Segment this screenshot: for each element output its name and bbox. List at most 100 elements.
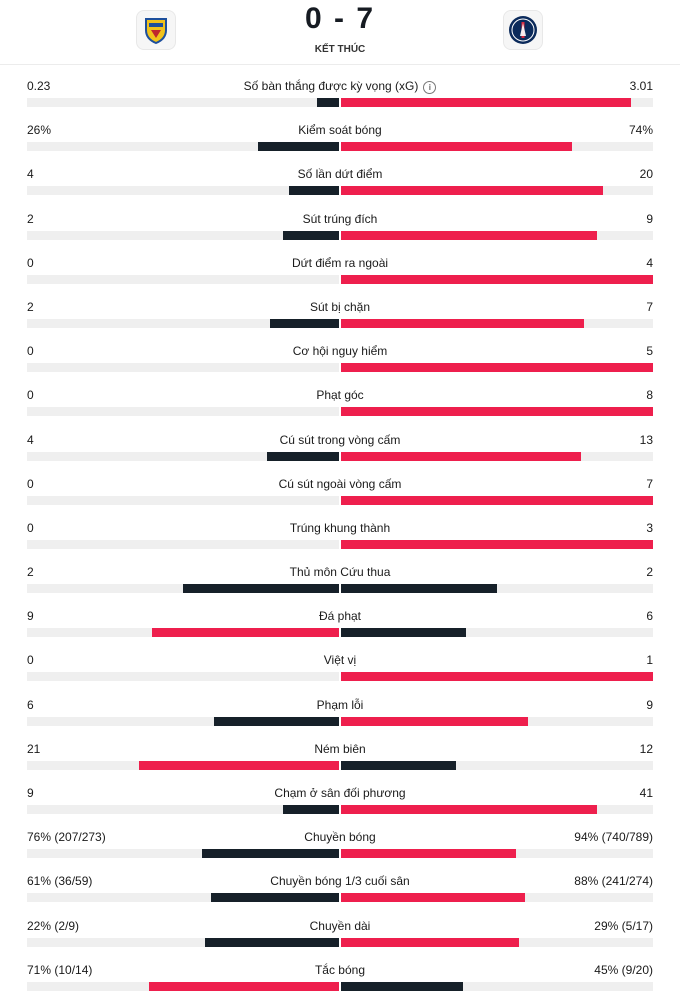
away-bar-track (341, 760, 653, 770)
home-stat-value: 0 (27, 476, 34, 491)
away-bar (341, 363, 653, 373)
away-stat-value: 20 (639, 167, 653, 182)
away-bar-track (341, 539, 653, 549)
away-bar (341, 805, 597, 814)
away-bar (341, 186, 604, 196)
stat-label-text: Cú sút trong vòng cấm (279, 432, 401, 447)
away-team-crest[interactable] (503, 10, 543, 50)
away-bar (341, 628, 466, 638)
home-stat-value: 2 (27, 211, 34, 226)
home-bar-track (27, 628, 339, 638)
home-bar-track (27, 805, 339, 814)
home-bar-track (27, 760, 339, 770)
away-stat-value: 29% (5/17) (594, 918, 653, 933)
stat-label-text: Chuyền bóng (304, 830, 376, 845)
away-bar (341, 274, 653, 284)
home-bar (211, 893, 339, 903)
away-stat-value: 1 (646, 653, 653, 668)
home-bar-track (27, 539, 339, 549)
home-bar-track (27, 363, 339, 373)
away-bar (341, 981, 463, 991)
home-bar (204, 937, 339, 947)
home-stat-value: 22% (2/9) (27, 918, 80, 933)
stat-label-text: Tắc bóng (314, 962, 366, 977)
stat-label: Chạm ở sân đối phương (0, 786, 680, 800)
home-bar (282, 230, 339, 240)
stat-row: 0 Việt vị 1 (0, 646, 680, 690)
home-bar (267, 451, 339, 461)
home-bar (257, 142, 339, 152)
home-bar-track (27, 937, 339, 947)
home-bar-track (27, 318, 339, 328)
away-bar-track (341, 628, 653, 638)
stat-label-text: Chuyền dài (309, 918, 371, 933)
info-icon[interactable]: i (423, 81, 437, 94)
stat-row: 2 Sút bị chặn 7 (0, 293, 680, 337)
stat-label: Số lần dứt điểm (0, 167, 680, 181)
home-bar-track (27, 142, 339, 152)
stat-label-text: Chạm ở sân đối phương (274, 786, 406, 800)
stat-row: 9 Chạm ở sân đối phương 41 (0, 779, 680, 823)
home-stat-value: 4 (27, 167, 34, 182)
stat-row: 22% (2/9) Chuyền dài 29% (5/17) (0, 912, 680, 956)
stat-label: Sút bị chặn (0, 300, 680, 314)
stat-label: Cú sút trong vòng cấm (0, 433, 680, 447)
stat-row: 76% (207/273) Chuyền bóng 94% (740/789) (0, 823, 680, 867)
stat-label: Ném biên (0, 742, 680, 756)
home-bar (282, 805, 339, 814)
away-stat-value: 3 (646, 520, 653, 535)
home-stat-value: 61% (36/59) (27, 874, 93, 889)
home-stat-value: 2 (27, 565, 34, 580)
away-bar-track (341, 584, 653, 594)
statistics-list: 0.23 Số bàn thắng được kỳ vọng (xG) i 3.01 2… (0, 72, 680, 1000)
away-bar-track (341, 274, 653, 284)
home-stat-value: 0 (27, 520, 34, 535)
stat-row: 4 Số lần dứt điểm 20 (0, 160, 680, 204)
home-stat-value: 0 (27, 344, 34, 359)
stat-label: Trúng khung thành (0, 521, 680, 535)
home-bar-track (27, 451, 339, 461)
away-bar (341, 584, 497, 594)
away-bar (341, 760, 457, 770)
away-bar (341, 716, 529, 726)
away-bar (341, 539, 653, 549)
away-bar (341, 230, 597, 240)
stat-label: Đá phạt (0, 609, 680, 623)
home-bar-track (27, 672, 339, 682)
away-bar-track (341, 318, 653, 328)
away-bar-track (341, 981, 653, 991)
away-bar-track (341, 937, 653, 947)
away-bar (341, 451, 582, 461)
home-stat-value: 26% (27, 123, 52, 138)
away-bar-track (341, 893, 653, 903)
home-bar (270, 318, 339, 328)
stat-label-text: Việt vị (323, 653, 357, 668)
away-bar (341, 849, 516, 859)
stat-label-text: Dứt điểm ra ngoài (291, 255, 389, 270)
home-bar-track (27, 981, 339, 991)
away-bar-track (341, 230, 653, 240)
away-stat-value: 9 (646, 211, 653, 226)
away-bar-track (341, 451, 653, 461)
home-stat-value: 9 (27, 609, 34, 624)
stat-label: Cú sút ngoài vòng cấm (0, 477, 680, 491)
away-stat-value: 3.01 (629, 79, 653, 93)
home-bar-track (27, 849, 339, 859)
home-team-crest[interactable] (136, 10, 176, 50)
stat-row: 71% (10/14) Tắc bóng 45% (9/20) (0, 956, 680, 1000)
stat-label-text: Kiểm soát bóng (298, 123, 382, 138)
away-bar-track (341, 805, 653, 814)
stat-label: Sút trúng đích (0, 212, 680, 226)
home-stat-value: 71% (10/14) (27, 962, 93, 977)
stat-label: Kiểm soát bóng (0, 123, 680, 137)
match-status: KẾT THÚC (314, 44, 366, 55)
home-bar-track (27, 230, 339, 240)
away-bar-track (341, 407, 653, 417)
away-bar (341, 893, 526, 903)
home-bar (151, 628, 339, 638)
stat-label-text: Số bàn thắng được kỳ vọng (xG) (243, 79, 419, 93)
home-bar (148, 981, 339, 991)
stat-label-text: Sút bị chặn (309, 299, 371, 314)
away-bar (341, 495, 653, 505)
stat-label-text: Cú sút ngoài vòng cấm (278, 476, 402, 491)
